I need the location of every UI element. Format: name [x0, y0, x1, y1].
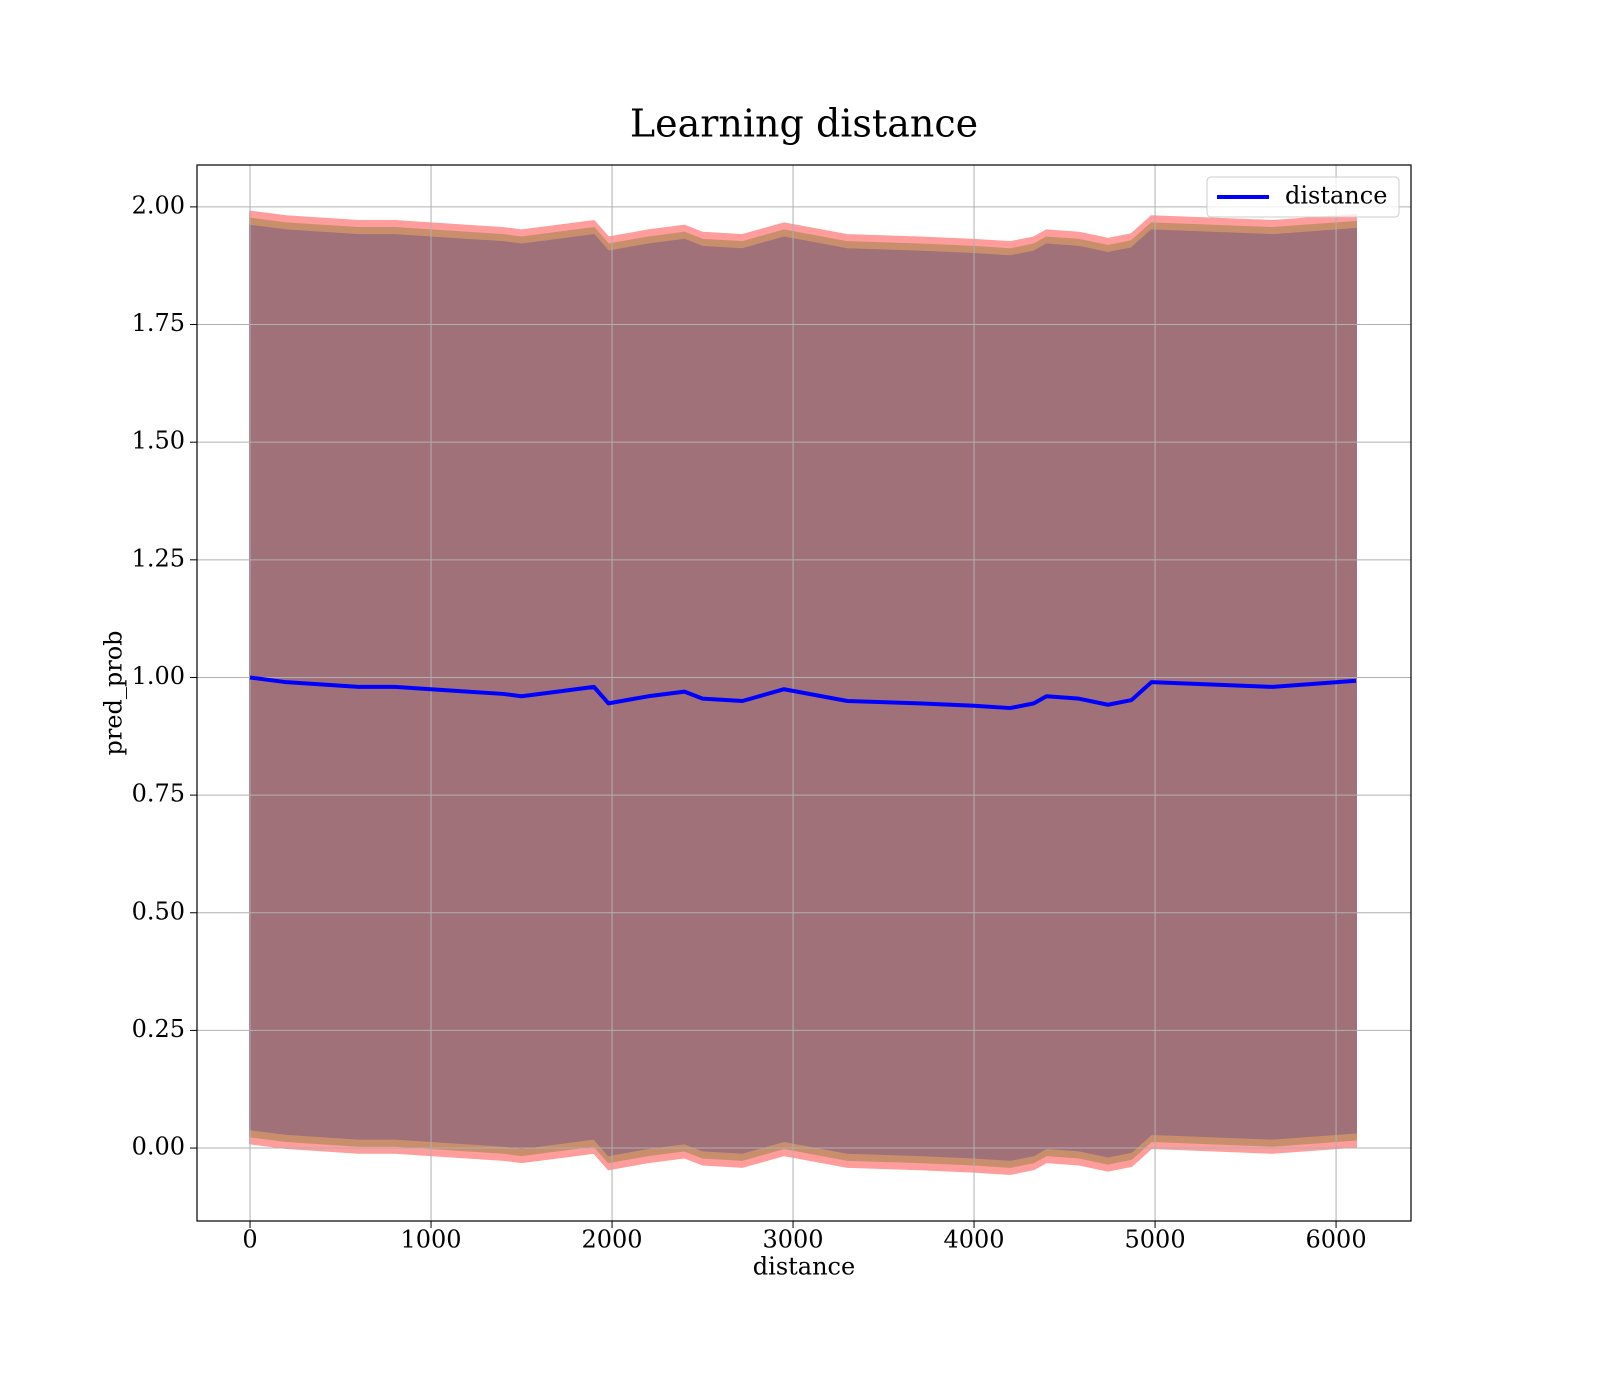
y-tick-label: 1.50: [132, 427, 185, 455]
x-tick-label: 1000: [401, 1226, 462, 1254]
x-tick-label: 6000: [1306, 1226, 1367, 1254]
line: [249, 675, 1357, 711]
y-tick-label: 2.00: [132, 191, 185, 219]
y-tick-label: 1.75: [132, 309, 185, 337]
y-tick-label: 0.00: [132, 1133, 185, 1161]
plot-frame: [196, 164, 1412, 1222]
x-tick-label: 0: [242, 1226, 257, 1254]
y-axis-label: pred_prob: [100, 630, 128, 755]
x-tick-label: 4000: [944, 1226, 1005, 1254]
x-tick-label: 2000: [582, 1226, 643, 1254]
y-tick-label: 0.75: [132, 780, 185, 808]
legend-label: distance: [1285, 182, 1387, 210]
x-axis-label: distance: [753, 1253, 855, 1281]
chart-title: Learning distance: [630, 102, 978, 146]
x-tick-label: 3000: [763, 1226, 824, 1254]
x-tick-label: 5000: [1125, 1226, 1186, 1254]
y-tick-label: 1.25: [132, 544, 185, 572]
y-tick-label: 1.00: [132, 662, 185, 690]
legend-box: [1206, 176, 1400, 218]
y-tick-label: 0.25: [132, 1015, 185, 1043]
y-tick-label: 0.50: [132, 897, 185, 925]
